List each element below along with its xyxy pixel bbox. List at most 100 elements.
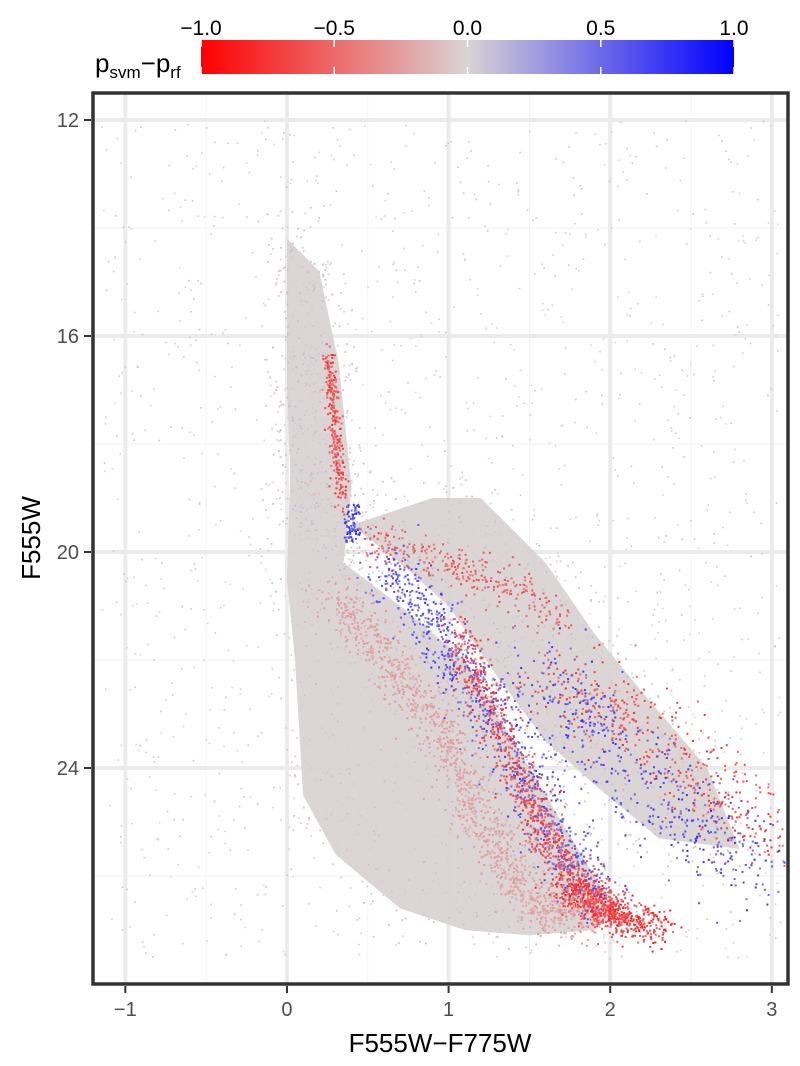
colorbar-title-sub1: svm — [109, 63, 140, 82]
data-point — [301, 469, 304, 471]
data-point — [430, 549, 433, 552]
data-point — [348, 662, 351, 665]
data-point — [561, 820, 564, 823]
data-point — [676, 815, 679, 818]
data-point — [428, 545, 431, 548]
data-point — [334, 420, 337, 423]
data-point — [367, 648, 370, 650]
data-point — [134, 901, 136, 903]
data-point — [523, 912, 526, 915]
data-point — [450, 685, 453, 688]
data-point — [198, 502, 201, 504]
data-point — [337, 685, 339, 688]
data-point — [501, 789, 503, 791]
data-point — [528, 786, 531, 789]
data-point — [473, 593, 476, 596]
data-point — [466, 666, 469, 669]
data-point — [495, 327, 498, 329]
data-point — [544, 826, 547, 829]
data-point — [333, 372, 336, 374]
data-point — [422, 635, 425, 638]
data-point — [414, 604, 417, 607]
data-point — [453, 629, 456, 632]
data-point — [433, 821, 436, 823]
data-point — [549, 569, 551, 572]
data-point — [321, 388, 324, 391]
data-point — [513, 788, 516, 790]
data-point — [599, 350, 601, 353]
data-point — [579, 843, 582, 846]
data-point — [658, 536, 660, 539]
data-point — [392, 230, 394, 233]
data-point — [424, 549, 426, 552]
data-point — [542, 303, 544, 305]
data-point — [317, 550, 319, 552]
data-point — [404, 865, 406, 868]
data-point — [201, 152, 203, 154]
data-point — [527, 802, 529, 805]
data-point — [353, 346, 355, 348]
data-point — [379, 597, 381, 600]
data-point — [745, 718, 748, 720]
data-point — [226, 342, 229, 345]
data-point — [208, 851, 211, 854]
data-point — [458, 557, 461, 560]
data-point — [349, 451, 351, 454]
data-point — [334, 443, 337, 445]
data-point — [545, 798, 548, 800]
data-point — [305, 827, 308, 829]
data-point — [335, 419, 338, 422]
data-point — [500, 532, 502, 535]
data-point — [234, 408, 237, 410]
data-point — [603, 933, 605, 936]
data-point — [672, 447, 674, 449]
data-point — [626, 537, 628, 539]
data-point — [544, 557, 547, 560]
data-point — [624, 820, 627, 823]
data-point — [436, 610, 438, 613]
data-point — [395, 269, 398, 272]
data-point — [401, 537, 404, 540]
data-point — [543, 798, 546, 801]
data-point — [582, 838, 585, 841]
data-point — [377, 553, 380, 556]
data-point — [500, 721, 503, 724]
data-point — [539, 843, 542, 845]
data-point — [479, 674, 482, 677]
data-point — [596, 743, 599, 745]
data-point — [382, 550, 385, 553]
data-point — [481, 656, 484, 659]
data-point — [372, 489, 374, 491]
data-point — [689, 417, 691, 419]
data-point — [327, 389, 330, 392]
data-point — [555, 621, 558, 624]
data-point — [516, 615, 519, 618]
data-point — [616, 918, 618, 921]
data-point — [391, 577, 394, 580]
data-point — [425, 625, 428, 628]
data-point — [629, 821, 632, 823]
data-point — [548, 610, 551, 613]
data-point — [779, 921, 782, 924]
data-point — [564, 865, 567, 868]
data-point — [375, 215, 378, 218]
data-point — [232, 660, 235, 662]
data-point — [197, 279, 199, 282]
data-point — [679, 949, 682, 951]
data-point — [549, 563, 552, 566]
data-point — [483, 662, 486, 665]
data-point — [546, 778, 549, 781]
data-point — [561, 865, 564, 868]
data-point — [372, 594, 375, 597]
data-point — [408, 626, 411, 629]
data-point — [358, 547, 361, 549]
data-point — [726, 849, 729, 852]
data-point — [417, 584, 420, 586]
data-point — [446, 568, 449, 571]
data-point — [444, 654, 447, 657]
data-point — [198, 503, 201, 506]
data-point — [395, 765, 398, 768]
data-point — [443, 488, 445, 490]
data-point — [328, 376, 331, 379]
data-point — [546, 596, 549, 599]
